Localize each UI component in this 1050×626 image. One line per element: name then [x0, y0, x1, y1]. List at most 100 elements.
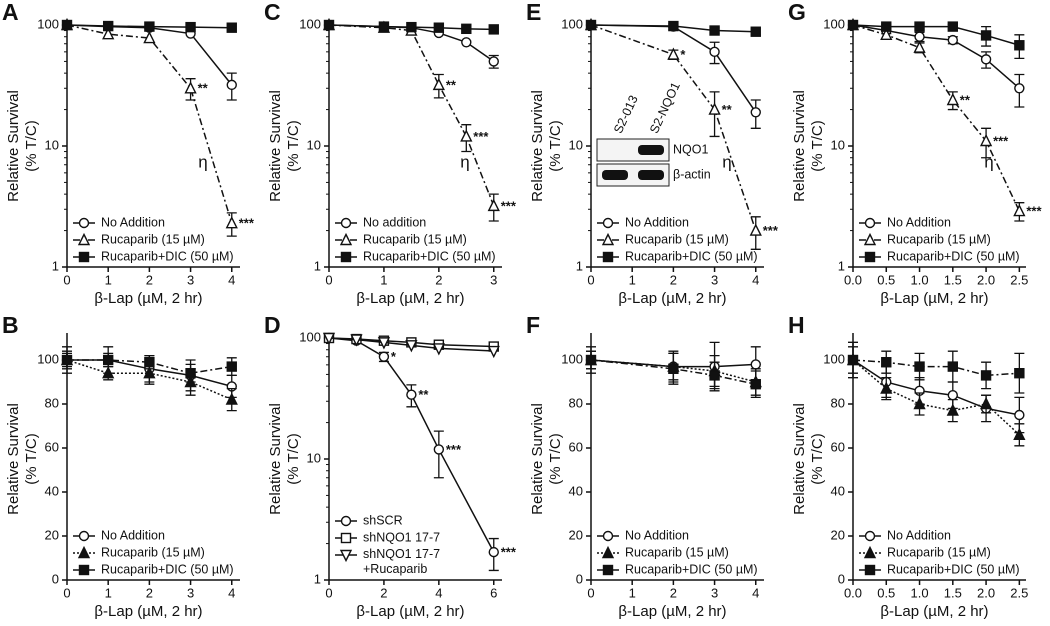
x-tick-label: 3	[187, 585, 194, 600]
x-tick-label: 1.5	[944, 585, 962, 600]
y-axis-label: Relative Survival(% T/C)	[791, 403, 826, 515]
marker	[339, 549, 353, 563]
marker	[488, 546, 499, 558]
significance-label: ***	[239, 216, 255, 231]
series-line	[852, 24, 1021, 212]
x-tick-label: 3	[711, 585, 718, 600]
marker	[847, 19, 859, 31]
x-tick-label: 2	[146, 585, 153, 600]
y-tick-label: 40	[831, 483, 845, 498]
y-tick-label: 100	[299, 16, 321, 31]
marker	[1014, 409, 1025, 421]
marker	[750, 26, 761, 37]
legend-label: Rucaparib+DIC (50 µM)	[625, 249, 758, 263]
x-tick-label: 2	[435, 272, 442, 287]
marker	[750, 107, 761, 118]
series-line	[590, 24, 756, 33]
annotation: η	[198, 152, 207, 171]
x-tick-label: 0.0	[844, 585, 862, 600]
panel-letter: E	[526, 0, 541, 25]
marker	[461, 23, 472, 35]
marker	[185, 21, 196, 33]
marker	[102, 20, 114, 32]
y-axis-label-line: (% T/C)	[23, 433, 40, 484]
inset-row-label: β-actin	[673, 167, 711, 181]
series-line	[590, 359, 756, 383]
marker	[863, 232, 877, 246]
x-axis-label: β-Lap (µM, 2 hr)	[618, 603, 726, 620]
x-tick-label: 1	[380, 272, 387, 287]
marker	[708, 102, 721, 115]
y-tick-label: 100	[823, 16, 845, 31]
y-tick-label: 0	[838, 571, 845, 586]
marker	[350, 334, 363, 347]
significance-label: *	[391, 349, 397, 364]
marker	[78, 217, 90, 229]
marker	[947, 390, 959, 401]
marker	[185, 368, 196, 379]
annotation: η	[984, 152, 993, 171]
marker	[102, 27, 115, 40]
series-line	[590, 24, 757, 231]
y-tick-label: 100	[37, 16, 59, 31]
marker	[750, 359, 761, 370]
marker	[432, 343, 445, 356]
x-tick-label: 0	[587, 585, 594, 600]
marker	[378, 21, 390, 32]
x-tick-label: 3	[187, 272, 194, 287]
marker	[406, 389, 417, 400]
x-axis-label: β-Lap (µM, 2 hr)	[880, 603, 988, 620]
marker	[432, 77, 445, 91]
marker	[1014, 83, 1025, 94]
marker	[979, 133, 993, 147]
x-tick-label: 4	[435, 585, 442, 600]
marker	[602, 530, 614, 542]
y-axis-label-line: Relative Survival	[267, 90, 284, 202]
legend-label: No Addition	[887, 215, 951, 229]
x-axis-label: β-Lap (µM, 2 hr)	[94, 603, 202, 620]
marker	[709, 25, 720, 36]
y-axis-label-line: (% T/C)	[809, 120, 826, 171]
x-tick-label: 4	[752, 585, 759, 600]
marker	[947, 361, 959, 372]
legend-label: Rucaparib (15 µM)	[101, 545, 205, 559]
panel-letter: D	[264, 312, 281, 338]
y-tick-label: 1	[576, 258, 583, 273]
marker	[405, 340, 418, 353]
x-tick-label: 0	[325, 585, 332, 600]
legend-label: Rucaparib (15 µM)	[625, 545, 729, 559]
marker	[433, 22, 445, 33]
legend-label: No Addition	[101, 215, 165, 229]
marker	[864, 530, 876, 542]
x-tick-label: 1.0	[910, 585, 928, 600]
marker	[144, 357, 155, 368]
series-line	[852, 359, 1020, 377]
series-line	[66, 24, 233, 224]
marker	[602, 217, 614, 229]
legend-label: shNQO1 17-7 +Rucaparib	[363, 547, 440, 576]
panel-letter: B	[2, 312, 19, 338]
marker	[881, 357, 892, 368]
marker	[78, 530, 90, 542]
legend-label: Rucaparib+DIC (50 µM)	[101, 249, 234, 263]
blot-panel	[596, 163, 670, 187]
y-axis-label-line: (% T/C)	[547, 433, 564, 484]
y-axis-label-line: Relative Survival	[529, 90, 546, 202]
marker	[847, 354, 859, 366]
legend-label-line: shNQO1 17-7	[363, 547, 440, 561]
x-axis-label: β-Lap (µM, 2 hr)	[880, 290, 988, 307]
x-tick-label: 1	[629, 272, 636, 287]
y-axis-label: Relative Survival(% T/C)	[529, 90, 564, 202]
annotation: η	[722, 152, 731, 171]
y-axis-label: Relative Survival(% T/C)	[5, 90, 40, 202]
marker	[340, 515, 352, 527]
y-axis-label-line: (% T/C)	[285, 433, 302, 484]
marker	[750, 379, 761, 390]
marker	[913, 40, 926, 53]
marker	[143, 30, 156, 44]
marker	[947, 34, 959, 46]
legend-label: Rucaparib+DIC (50 µM)	[363, 249, 496, 263]
significance-label: ***	[1026, 203, 1042, 218]
series-line	[328, 337, 494, 352]
x-tick-label: 4	[752, 272, 759, 287]
